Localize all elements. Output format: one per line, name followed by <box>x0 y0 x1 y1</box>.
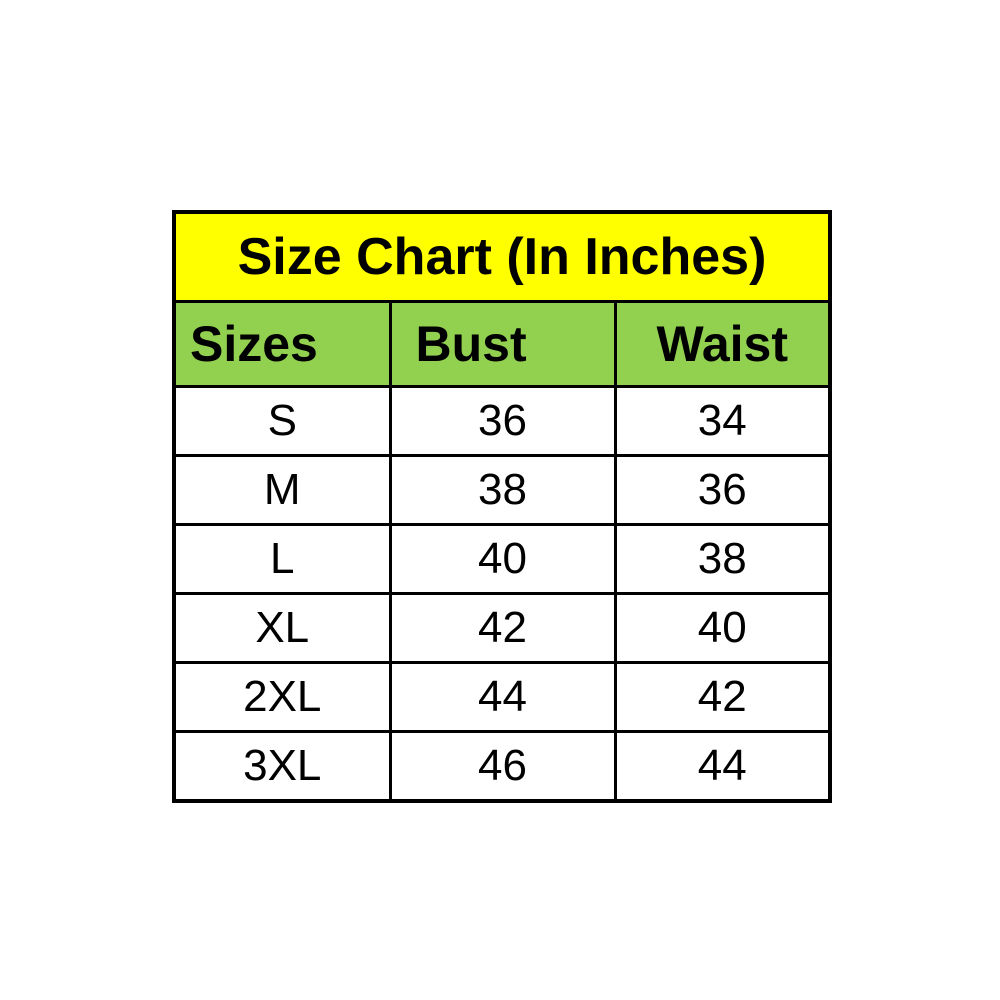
size-cell: S <box>172 385 392 457</box>
table-row-l: L 40 38 <box>172 523 832 595</box>
waist-cell: 40 <box>613 592 832 664</box>
col-header-bust: Bust <box>388 300 617 388</box>
bust-cell: 44 <box>388 661 617 733</box>
bust-cell: 46 <box>388 730 617 803</box>
table-title: Size Chart (In Inches) <box>172 210 832 303</box>
waist-cell: 42 <box>613 661 832 733</box>
size-cell: L <box>172 523 392 595</box>
waist-cell: 44 <box>613 730 832 803</box>
col-header-waist: Waist <box>613 300 832 388</box>
header-row: Sizes Bust Waist <box>172 300 832 388</box>
size-cell: XL <box>172 592 392 664</box>
size-cell: M <box>172 454 392 526</box>
size-chart-table: Size Chart (In Inches) Sizes Bust Waist … <box>172 210 833 803</box>
table-row-3xl: 3XL 46 44 <box>172 730 832 803</box>
bust-cell: 36 <box>388 385 617 457</box>
table-row-2xl: 2XL 44 42 <box>172 661 832 733</box>
size-cell: 2XL <box>172 661 392 733</box>
waist-cell: 38 <box>613 523 832 595</box>
bust-cell: 38 <box>388 454 617 526</box>
title-row: Size Chart (In Inches) <box>172 210 832 303</box>
table-row-m: M 38 36 <box>172 454 832 526</box>
bust-cell: 42 <box>388 592 617 664</box>
size-cell: 3XL <box>172 730 392 803</box>
waist-cell: 34 <box>613 385 832 457</box>
table-row-s: S 36 34 <box>172 385 832 457</box>
table-row-xl: XL 42 40 <box>172 592 832 664</box>
bust-cell: 40 <box>388 523 617 595</box>
col-header-sizes: Sizes <box>172 300 392 388</box>
waist-cell: 36 <box>613 454 832 526</box>
